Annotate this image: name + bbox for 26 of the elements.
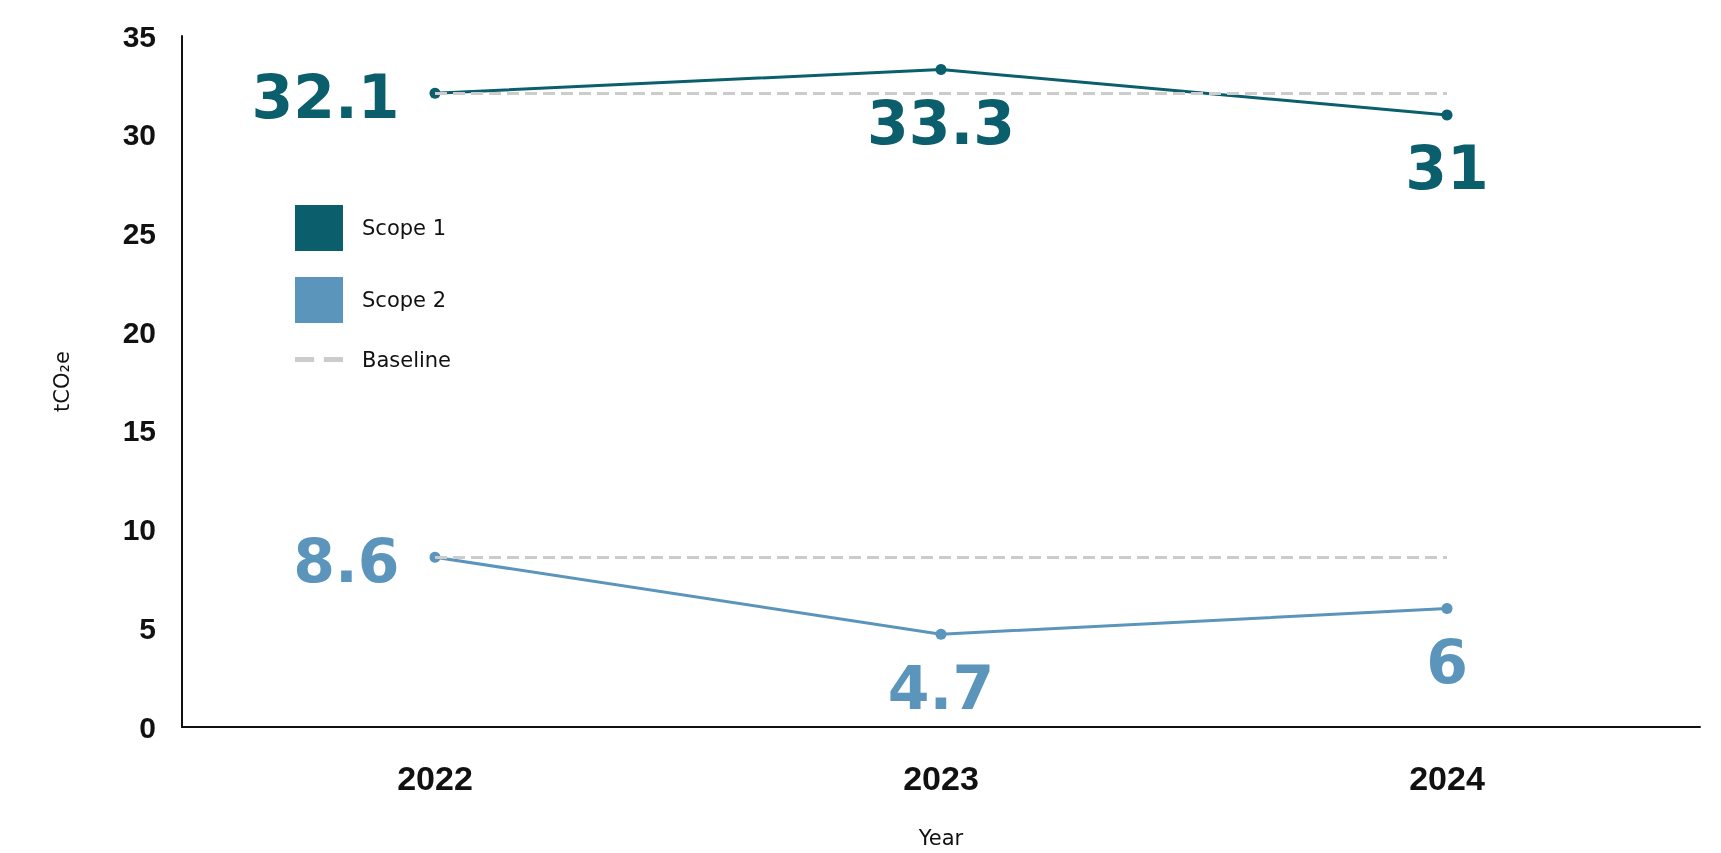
- data-label: 8.6: [293, 526, 400, 597]
- point: [935, 64, 947, 76]
- data-label: 6: [1426, 627, 1468, 698]
- x-tick-label: 2023: [903, 759, 979, 797]
- point: [935, 628, 947, 640]
- y-tick-label: 15: [122, 414, 156, 448]
- data-label: 33.3: [866, 88, 1016, 159]
- y-axis-title: tCO₂e: [49, 351, 74, 412]
- data-label: 32.1: [251, 62, 400, 133]
- y-tick-label: 10: [122, 513, 156, 547]
- legend-label: Scope 1: [362, 216, 447, 240]
- y-tick-label: 25: [122, 216, 156, 250]
- point: [1441, 109, 1453, 121]
- data-label: 4.7: [887, 652, 995, 723]
- data-label: 31: [1405, 133, 1489, 204]
- point: [1441, 603, 1453, 615]
- legend-label: Baseline: [362, 347, 452, 372]
- x-tick-label: 2022: [397, 759, 473, 797]
- y-tick-label: 0: [139, 710, 156, 744]
- legend-label: Scope 2: [362, 288, 447, 312]
- y-tick-label: 5: [139, 611, 156, 645]
- y-tick-label: 35: [122, 19, 156, 53]
- x-axis-title: Year: [917, 825, 964, 850]
- x-tick-label: 2024: [1409, 759, 1485, 797]
- y-tick-label: 30: [122, 118, 156, 152]
- y-tick-label: 20: [122, 315, 156, 349]
